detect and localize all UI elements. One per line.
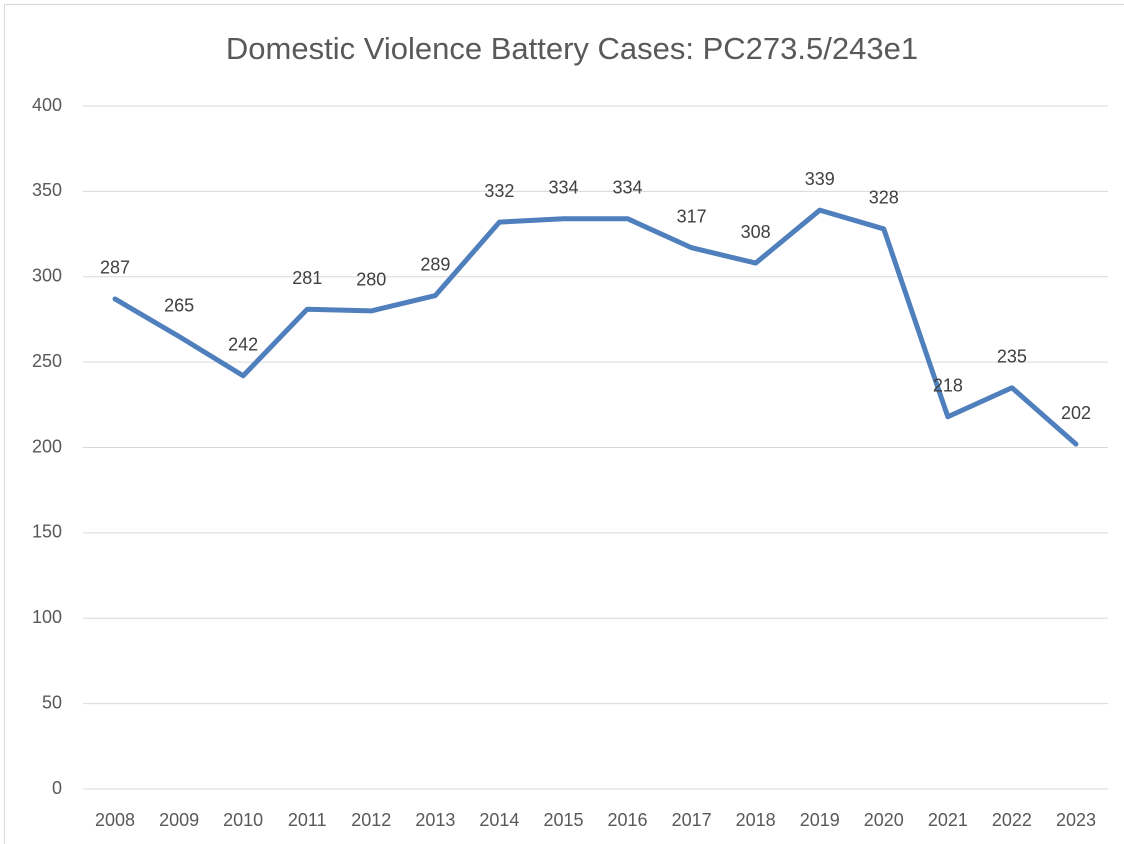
x-tick-label: 2019 [800, 810, 840, 830]
x-tick-label: 2018 [736, 810, 776, 830]
x-tick-label: 2008 [95, 810, 135, 830]
x-tick-label: 2010 [223, 810, 263, 830]
chart-border [4, 4, 1124, 844]
x-tick-label: 2011 [288, 810, 327, 830]
y-tick-label: 250 [32, 351, 62, 371]
data-label: 265 [164, 295, 194, 315]
data-label: 308 [741, 222, 771, 242]
y-tick-label: 100 [32, 607, 62, 627]
x-tick-label: 2017 [672, 810, 712, 830]
x-tick-label: 2016 [608, 810, 648, 830]
x-tick-label: 2020 [864, 810, 904, 830]
data-label: 289 [420, 254, 450, 274]
data-label: 328 [869, 188, 899, 208]
y-tick-label: 0 [52, 778, 62, 798]
y-tick-label: 150 [32, 522, 62, 542]
data-label: 242 [228, 335, 258, 355]
data-label: 202 [1061, 403, 1091, 423]
data-label: 235 [997, 346, 1027, 366]
y-tick-label: 400 [32, 95, 62, 115]
data-label: 317 [677, 206, 707, 226]
x-tick-label: 2013 [415, 810, 455, 830]
x-tick-label: 2022 [992, 810, 1032, 830]
data-label: 334 [613, 177, 643, 197]
x-tick-label: 2012 [351, 810, 391, 830]
data-label: 280 [356, 270, 386, 290]
x-tick-label: 2014 [479, 810, 519, 830]
y-tick-label: 200 [32, 436, 62, 456]
data-label: 332 [484, 181, 514, 201]
data-label: 339 [805, 169, 835, 189]
data-label: 287 [100, 258, 130, 278]
line [112, 207, 1079, 447]
data-label: 281 [292, 268, 322, 288]
y-tick-label: 300 [32, 266, 62, 286]
data-label: 218 [933, 376, 963, 396]
x-tick-label: 2009 [159, 810, 199, 830]
x-tick-label: 2021 [928, 810, 968, 830]
x-tick-label: 2015 [543, 810, 583, 830]
chart-title: Domestic Violence Battery Cases: PC273.5… [226, 31, 918, 66]
data-label: 334 [548, 177, 578, 197]
x-tick-label: 2023 [1056, 810, 1096, 830]
y-tick-label: 350 [32, 180, 62, 200]
y-tick-label: 50 [42, 692, 62, 712]
